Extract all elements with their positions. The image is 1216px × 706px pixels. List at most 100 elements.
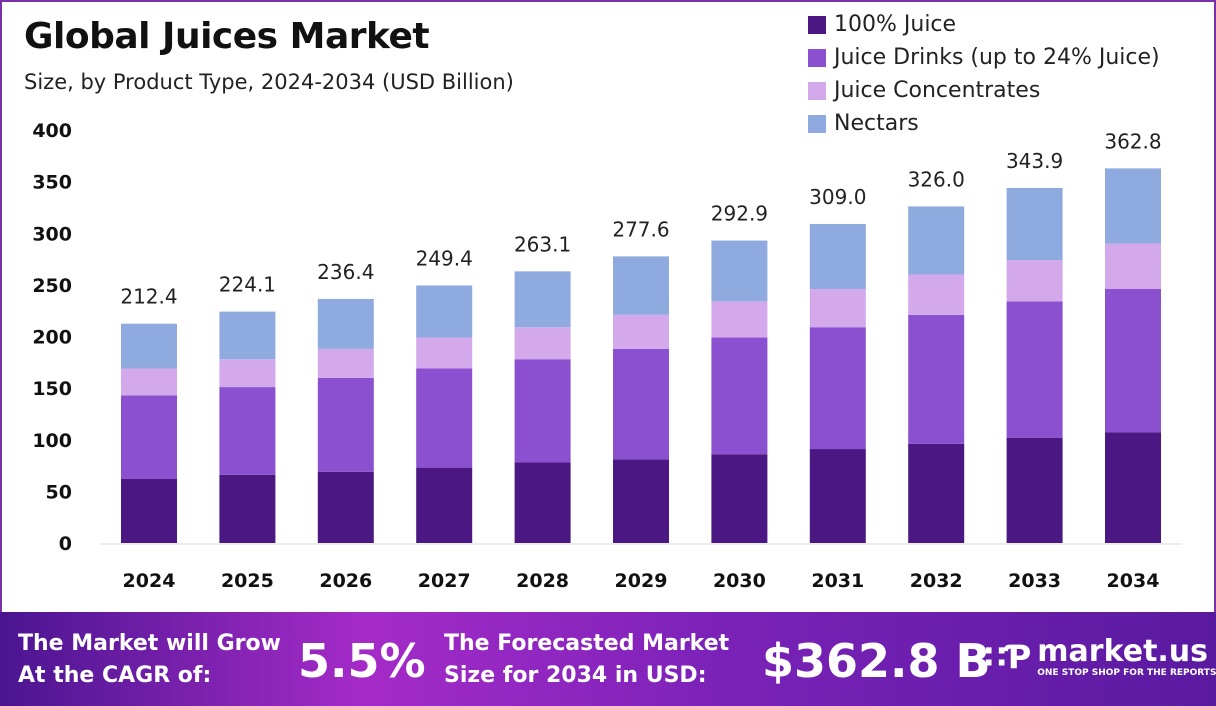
x-tick-label: 2031: [811, 570, 864, 592]
legend-swatch: [808, 15, 826, 34]
total-label: 292.9: [711, 202, 768, 226]
x-tick-label: 2026: [319, 570, 372, 592]
bar-segment-juice-concentrates: [711, 301, 768, 338]
y-tick-label: 0: [59, 533, 72, 555]
logo-icon: ∷Ƥ: [984, 638, 1032, 676]
x-tick-label: 2029: [615, 570, 668, 592]
legend-swatch: [808, 48, 826, 67]
bar-segment-nectars: [121, 323, 177, 369]
forecast-label-line: The Forecasted Market: [444, 631, 730, 656]
cagr-label: The Market will Grow At the CAGR of:: [18, 628, 281, 692]
y-tick-label: 250: [32, 275, 72, 297]
forecast-label-line: Size for 2034 in USD:: [444, 663, 707, 688]
bar-segment-juice-concentrates: [908, 274, 965, 315]
legend-label: 100% Juice: [834, 12, 957, 37]
bar-segment-100-juice: [514, 462, 571, 543]
bar-segment-100-juice: [711, 454, 768, 543]
total-label: 249.4: [416, 246, 473, 270]
y-tick-label: 350: [32, 172, 72, 194]
y-tick-label: 300: [32, 223, 72, 245]
bar-segment-nectars: [908, 206, 965, 275]
bar-segment-juice-drinks-up-to-24-juice: [711, 337, 768, 455]
bar-segment-nectars: [809, 223, 866, 290]
bar-segment-100-juice: [1105, 432, 1161, 543]
bar-segment-nectars: [1105, 168, 1161, 244]
bar-segment-100-juice: [1006, 437, 1063, 543]
x-tick-label: 2030: [713, 570, 766, 592]
bar-segment-nectars: [416, 285, 473, 338]
total-label: 263.1: [514, 232, 571, 256]
legend-label: Nectars: [834, 111, 919, 136]
cagr-value: 5.5%: [298, 634, 426, 688]
bar-segment-juice-concentrates: [1006, 260, 1063, 302]
forecast-value: $362.8 B: [762, 634, 991, 688]
total-label: 277.6: [612, 217, 669, 241]
cagr-label-line: At the CAGR of:: [18, 663, 212, 688]
bar-segment-juice-drinks-up-to-24-juice: [1006, 301, 1063, 438]
total-label: 326.0: [908, 167, 965, 191]
bar-segment-juice-concentrates: [219, 359, 276, 388]
bar-segment-nectars: [219, 311, 276, 360]
legend-swatch: [808, 114, 826, 133]
bar-segment-juice-concentrates: [121, 368, 177, 396]
bar-segment-juice-concentrates: [613, 314, 669, 349]
x-tick-label: 2034: [1107, 570, 1160, 592]
bar-segment-juice-drinks-up-to-24-juice: [416, 368, 473, 468]
forecast-label: The Forecasted Market Size for 2034 in U…: [444, 628, 729, 692]
y-tick-label: 150: [32, 378, 72, 400]
cagr-label-line: The Market will Grow: [18, 631, 281, 656]
y-tick-label: 200: [32, 327, 72, 349]
bar-segment-juice-drinks-up-to-24-juice: [809, 327, 866, 450]
bar-segment-juice-concentrates: [514, 327, 571, 360]
bar-segment-100-juice: [317, 471, 374, 543]
legend-item: Nectars: [808, 107, 1160, 140]
bar-segment-juice-concentrates: [1105, 243, 1161, 290]
bar-segment-nectars: [711, 240, 768, 302]
bar-segment-juice-drinks-up-to-24-juice: [121, 395, 177, 479]
footer-banner: The Market will Grow At the CAGR of: 5.5…: [0, 612, 1216, 706]
legend-label: Juice Concentrates: [834, 78, 1041, 103]
x-tick-label: 2032: [910, 570, 963, 592]
x-tick-label: 2025: [221, 570, 274, 592]
bar-segment-100-juice: [809, 449, 866, 543]
total-label: 236.4: [317, 260, 374, 284]
legend: 100% Juice Juice Drinks (up to 24% Juice…: [808, 8, 1160, 140]
bar-segment-100-juice: [416, 467, 473, 543]
y-tick-label: 400: [32, 120, 72, 142]
bar-segment-nectars: [1006, 187, 1063, 261]
legend-item: Juice Drinks (up to 24% Juice): [808, 41, 1160, 74]
total-label: 309.0: [809, 185, 866, 209]
total-label: 362.8: [1104, 129, 1161, 153]
x-tick-label: 2033: [1008, 570, 1061, 592]
legend-label: Juice Drinks (up to 24% Juice): [834, 45, 1160, 70]
chart-title: Global Juices Market: [24, 16, 430, 57]
bar-segment-juice-drinks-up-to-24-juice: [219, 387, 276, 475]
bar-segment-nectars: [317, 298, 374, 349]
y-tick-label: 100: [32, 430, 72, 452]
bar-segment-100-juice: [219, 474, 276, 543]
bar-segment-juice-concentrates: [317, 348, 374, 378]
bar-segment-juice-concentrates: [809, 289, 866, 328]
market-us-logo: ∷Ƥ market.us ONE STOP SHOP FOR THE REPOR…: [984, 634, 1216, 679]
bar-segment-nectars: [514, 271, 571, 328]
logo-tagline: ONE STOP SHOP FOR THE REPORTS: [1037, 668, 1216, 678]
bar-chart: 0 50 100 150 200 250 300 350 400 212.4 2024 224.1 20…: [32, 120, 1182, 592]
legend-item: 100% Juice: [808, 8, 1160, 41]
legend-swatch: [808, 81, 826, 100]
total-label: 224.1: [219, 273, 276, 297]
bar-segment-juice-drinks-up-to-24-juice: [908, 314, 965, 444]
bar-segment-100-juice: [121, 478, 177, 543]
bar-segment-juice-drinks-up-to-24-juice: [514, 359, 571, 463]
legend-item: Juice Concentrates: [808, 74, 1160, 107]
logo-name: market.us: [1037, 634, 1209, 669]
bar-segment-juice-drinks-up-to-24-juice: [1105, 289, 1161, 433]
bar-segment-juice-concentrates: [416, 337, 473, 369]
bar-segment-nectars: [613, 256, 669, 315]
x-tick-label: 2024: [123, 570, 176, 592]
bar-segment-juice-drinks-up-to-24-juice: [613, 348, 669, 460]
bar-segment-juice-drinks-up-to-24-juice: [317, 377, 374, 472]
y-tick-label: 50: [46, 481, 72, 503]
bar-segment-100-juice: [613, 459, 669, 543]
x-tick-label: 2028: [516, 570, 569, 592]
